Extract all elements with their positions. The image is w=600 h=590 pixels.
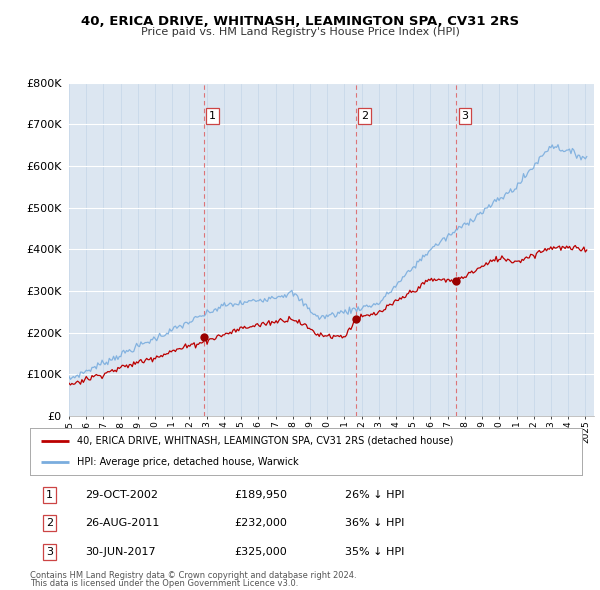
Text: 1: 1 bbox=[209, 111, 216, 121]
Text: 2: 2 bbox=[46, 519, 53, 528]
Text: This data is licensed under the Open Government Licence v3.0.: This data is licensed under the Open Gov… bbox=[30, 579, 298, 588]
Text: 1: 1 bbox=[46, 490, 53, 500]
Text: 26-AUG-2011: 26-AUG-2011 bbox=[85, 519, 160, 528]
Text: 36% ↓ HPI: 36% ↓ HPI bbox=[344, 519, 404, 528]
Text: Price paid vs. HM Land Registry's House Price Index (HPI): Price paid vs. HM Land Registry's House … bbox=[140, 27, 460, 37]
Text: 40, ERICA DRIVE, WHITNASH, LEAMINGTON SPA, CV31 2RS (detached house): 40, ERICA DRIVE, WHITNASH, LEAMINGTON SP… bbox=[77, 436, 453, 446]
Text: Contains HM Land Registry data © Crown copyright and database right 2024.: Contains HM Land Registry data © Crown c… bbox=[30, 571, 356, 580]
Text: 3: 3 bbox=[46, 547, 53, 556]
Text: 30-JUN-2017: 30-JUN-2017 bbox=[85, 547, 156, 556]
Text: £189,950: £189,950 bbox=[234, 490, 287, 500]
Text: £232,000: £232,000 bbox=[234, 519, 287, 528]
Text: 40, ERICA DRIVE, WHITNASH, LEAMINGTON SPA, CV31 2RS: 40, ERICA DRIVE, WHITNASH, LEAMINGTON SP… bbox=[81, 15, 519, 28]
Text: 35% ↓ HPI: 35% ↓ HPI bbox=[344, 547, 404, 556]
Text: 2: 2 bbox=[361, 111, 368, 121]
Text: £325,000: £325,000 bbox=[234, 547, 287, 556]
Text: 3: 3 bbox=[461, 111, 469, 121]
Text: 29-OCT-2002: 29-OCT-2002 bbox=[85, 490, 158, 500]
Text: 26% ↓ HPI: 26% ↓ HPI bbox=[344, 490, 404, 500]
Text: HPI: Average price, detached house, Warwick: HPI: Average price, detached house, Warw… bbox=[77, 457, 299, 467]
